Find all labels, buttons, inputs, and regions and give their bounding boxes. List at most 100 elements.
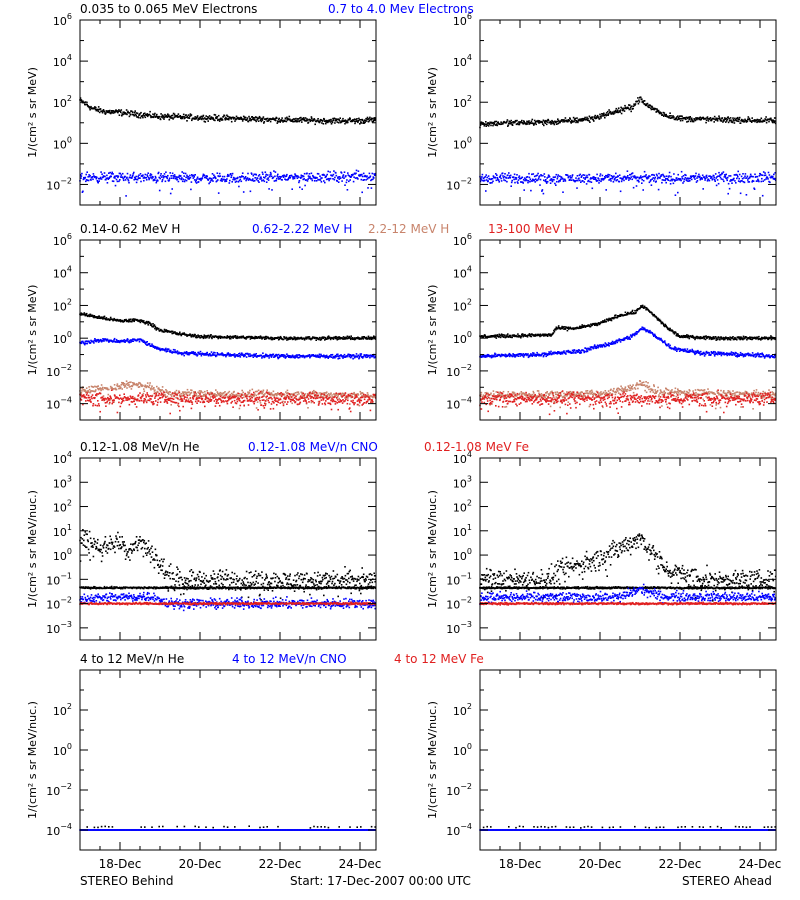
data-point [312, 175, 315, 178]
data-point [238, 336, 241, 338]
data-point [302, 175, 305, 178]
data-point [253, 117, 256, 119]
data-point [218, 397, 220, 400]
data-point [262, 117, 264, 120]
data-point [100, 340, 103, 343]
data-point [520, 181, 522, 183]
data-point [300, 119, 303, 121]
data-point [145, 385, 147, 388]
data-point [87, 391, 90, 393]
data-point [314, 336, 317, 339]
data-point [258, 392, 260, 395]
data-point [241, 120, 244, 122]
data-point [94, 404, 97, 407]
data-point [569, 177, 572, 179]
data-point [197, 181, 200, 183]
data-point [323, 397, 325, 400]
data-point [681, 177, 684, 180]
data-point [121, 388, 123, 390]
data-point [123, 339, 125, 341]
data-point [85, 179, 88, 181]
data-point [145, 343, 147, 345]
data-point [538, 120, 541, 122]
data-point [161, 393, 164, 396]
data-point [489, 122, 492, 124]
data-point [657, 176, 659, 179]
data-point [769, 181, 771, 184]
data-point [268, 119, 270, 121]
data-point [658, 112, 661, 115]
data-point [657, 188, 660, 191]
data-point [619, 190, 622, 193]
data-point [192, 352, 194, 355]
data-point [252, 356, 255, 358]
data-point [331, 397, 333, 400]
data-point [235, 118, 237, 121]
data-point [265, 175, 267, 178]
data-point [533, 123, 535, 125]
data-point [129, 397, 131, 400]
data-point [754, 120, 756, 123]
data-point [154, 327, 156, 330]
data-point [227, 115, 229, 118]
data-point [138, 386, 141, 388]
data-point [316, 172, 319, 175]
data-point [727, 182, 730, 185]
data-point [616, 179, 619, 181]
data-point [713, 178, 716, 181]
data-point [557, 119, 560, 122]
data-point [358, 397, 360, 400]
data-point [631, 178, 633, 181]
data-point [705, 121, 707, 124]
data-point [647, 105, 649, 108]
data-point [217, 179, 219, 181]
data-point [664, 175, 666, 178]
data-point [137, 383, 139, 386]
data-point [267, 355, 270, 357]
data-point [639, 177, 642, 179]
data-point [673, 116, 675, 118]
data-point [542, 123, 544, 125]
data-point [507, 174, 509, 176]
data-point [326, 398, 329, 400]
data-point [107, 110, 110, 112]
data-point [85, 397, 87, 399]
data-point [277, 176, 279, 178]
data-point [170, 117, 172, 119]
data-point [731, 120, 733, 123]
data-point [263, 180, 266, 183]
data-point [174, 391, 176, 393]
data-point [701, 177, 703, 179]
data-point [314, 394, 316, 396]
data-point [346, 337, 348, 340]
data-point [150, 345, 153, 347]
chart-row-electrons: 0.035 to 0.065 MeV Electrons 0.7 to 4.0 M… [26, 2, 777, 206]
data-point [277, 121, 279, 123]
data-point [209, 335, 211, 338]
data-point [316, 395, 318, 397]
data-point [255, 394, 257, 397]
data-point [100, 339, 102, 342]
data-point [156, 327, 159, 329]
data-point [313, 119, 315, 122]
data-point [186, 176, 189, 178]
data-point [159, 401, 162, 403]
data-point [328, 120, 331, 122]
data-point [318, 121, 321, 124]
data-point [254, 355, 257, 357]
data-point [86, 171, 88, 173]
data-point [564, 117, 567, 119]
data-point [648, 106, 651, 109]
data-point [657, 110, 659, 113]
data-point [117, 110, 120, 113]
data-point [329, 171, 331, 173]
data-point [203, 120, 206, 123]
data-point [686, 177, 688, 180]
data-point [281, 401, 283, 404]
data-point [321, 393, 323, 395]
data-point [323, 118, 326, 121]
data-point [315, 177, 317, 179]
data-point [677, 173, 679, 176]
data-point [261, 171, 264, 174]
data-point [763, 179, 766, 181]
